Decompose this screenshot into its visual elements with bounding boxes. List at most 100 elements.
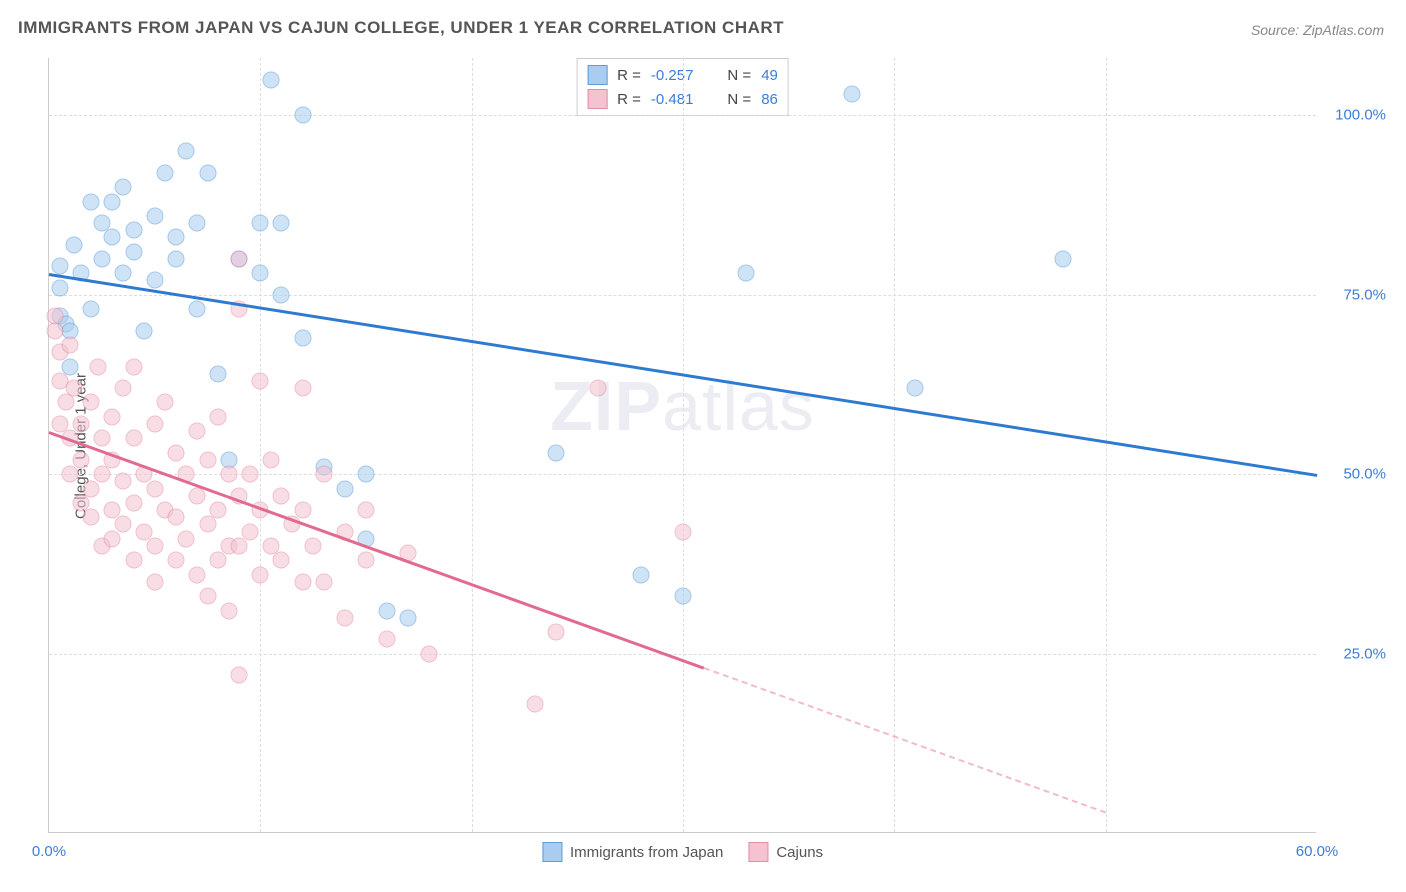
scatter-point — [83, 394, 100, 411]
gridline-vertical — [472, 58, 473, 832]
scatter-point — [379, 631, 396, 648]
scatter-point — [51, 258, 68, 275]
scatter-point — [358, 552, 375, 569]
scatter-point — [89, 358, 106, 375]
scatter-point — [57, 394, 74, 411]
scatter-point — [220, 602, 237, 619]
scatter-point — [738, 265, 755, 282]
scatter-point — [273, 552, 290, 569]
scatter-point — [125, 243, 142, 260]
scatter-point — [62, 466, 79, 483]
scatter-point — [72, 451, 89, 468]
gridline-vertical — [1106, 58, 1107, 832]
scatter-point — [188, 566, 205, 583]
scatter-point — [125, 430, 142, 447]
scatter-point — [47, 322, 64, 339]
scatter-point — [421, 645, 438, 662]
scatter-point — [62, 358, 79, 375]
scatter-point — [62, 337, 79, 354]
scatter-point — [262, 71, 279, 88]
gridline-vertical — [683, 58, 684, 832]
scatter-point — [548, 624, 565, 641]
scatter-point — [72, 415, 89, 432]
scatter-point — [136, 322, 153, 339]
scatter-point — [83, 301, 100, 318]
scatter-point — [83, 193, 100, 210]
scatter-point — [336, 609, 353, 626]
scatter-point — [294, 107, 311, 124]
series-legend: Immigrants from JapanCajuns — [542, 842, 823, 862]
scatter-point — [167, 509, 184, 526]
scatter-point — [358, 466, 375, 483]
n-value: 86 — [761, 91, 778, 108]
scatter-point — [157, 394, 174, 411]
scatter-point — [199, 451, 216, 468]
scatter-plot: ZIPatlas R = -0.257N = 49R = -0.481N = 8… — [48, 58, 1316, 833]
y-tick-label: 100.0% — [1335, 107, 1386, 124]
scatter-point — [590, 380, 607, 397]
scatter-point — [125, 358, 142, 375]
scatter-point — [114, 516, 131, 533]
scatter-point — [51, 279, 68, 296]
scatter-point — [315, 573, 332, 590]
scatter-point — [178, 143, 195, 160]
x-tick-label: 0.0% — [32, 843, 66, 860]
legend-swatch — [587, 65, 607, 85]
scatter-point — [241, 466, 258, 483]
n-label: N = — [727, 91, 751, 108]
scatter-point — [675, 588, 692, 605]
scatter-point — [527, 695, 544, 712]
scatter-point — [167, 250, 184, 267]
scatter-point — [273, 286, 290, 303]
scatter-point — [1055, 250, 1072, 267]
scatter-point — [93, 466, 110, 483]
scatter-point — [93, 250, 110, 267]
scatter-point — [66, 380, 83, 397]
scatter-point — [907, 380, 924, 397]
scatter-point — [252, 372, 269, 389]
r-label: R = — [617, 67, 641, 84]
scatter-point — [231, 667, 248, 684]
scatter-point — [146, 272, 163, 289]
r-value: -0.481 — [651, 91, 694, 108]
scatter-point — [114, 473, 131, 490]
scatter-point — [83, 480, 100, 497]
scatter-point — [167, 552, 184, 569]
scatter-point — [178, 530, 195, 547]
scatter-point — [146, 415, 163, 432]
n-value: 49 — [761, 67, 778, 84]
scatter-point — [336, 480, 353, 497]
scatter-point — [199, 164, 216, 181]
chart-title: IMMIGRANTS FROM JAPAN VS CAJUN COLLEGE, … — [18, 18, 784, 38]
scatter-point — [146, 537, 163, 554]
x-tick-label: 60.0% — [1296, 843, 1339, 860]
scatter-point — [199, 516, 216, 533]
y-tick-label: 25.0% — [1343, 645, 1386, 662]
legend-swatch — [587, 89, 607, 109]
gridline-vertical — [260, 58, 261, 832]
scatter-point — [315, 466, 332, 483]
scatter-point — [104, 408, 121, 425]
scatter-point — [114, 179, 131, 196]
source-credit: Source: ZipAtlas.com — [1251, 22, 1384, 38]
scatter-point — [273, 487, 290, 504]
scatter-point — [210, 408, 227, 425]
scatter-point — [66, 236, 83, 253]
trend-line-dashed — [704, 667, 1106, 813]
legend-swatch — [748, 842, 768, 862]
scatter-point — [379, 602, 396, 619]
scatter-point — [167, 229, 184, 246]
scatter-point — [125, 494, 142, 511]
scatter-point — [157, 164, 174, 181]
scatter-point — [262, 451, 279, 468]
series-legend-label: Cajuns — [776, 844, 823, 861]
scatter-point — [632, 566, 649, 583]
y-tick-label: 50.0% — [1343, 466, 1386, 483]
scatter-point — [294, 573, 311, 590]
scatter-point — [252, 215, 269, 232]
scatter-point — [241, 523, 258, 540]
gridline-vertical — [894, 58, 895, 832]
scatter-point — [199, 588, 216, 605]
scatter-point — [83, 509, 100, 526]
scatter-point — [114, 265, 131, 282]
